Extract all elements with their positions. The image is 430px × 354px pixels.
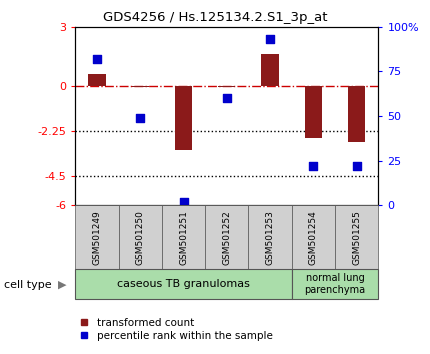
Point [224, 95, 230, 101]
Text: GSM501253: GSM501253 [266, 210, 275, 265]
Bar [132, 86, 149, 87]
Text: GDS4256 / Hs.125134.2.S1_3p_at: GDS4256 / Hs.125134.2.S1_3p_at [103, 11, 327, 24]
Text: GSM501254: GSM501254 [309, 210, 318, 264]
Point [353, 163, 360, 169]
Bar [261, 55, 279, 86]
Text: GSM501255: GSM501255 [352, 210, 361, 265]
Point [180, 199, 187, 205]
Bar [218, 86, 236, 87]
Bar [348, 86, 366, 142]
Text: GSM501250: GSM501250 [136, 210, 145, 265]
Bar [88, 74, 106, 86]
Bar [305, 86, 322, 138]
Text: normal lung
parenchyma: normal lung parenchyma [304, 273, 366, 295]
Point [310, 163, 317, 169]
Point [137, 115, 144, 121]
Text: cell type: cell type [4, 280, 52, 290]
Text: ▶: ▶ [58, 280, 67, 290]
Text: GSM501249: GSM501249 [92, 210, 101, 264]
Point [267, 36, 273, 42]
Legend: transformed count, percentile rank within the sample: transformed count, percentile rank withi… [76, 314, 277, 345]
Bar [175, 86, 192, 150]
Text: GSM501252: GSM501252 [222, 210, 231, 264]
Text: GSM501251: GSM501251 [179, 210, 188, 265]
Text: caseous TB granulomas: caseous TB granulomas [117, 279, 250, 289]
Point [93, 56, 100, 62]
